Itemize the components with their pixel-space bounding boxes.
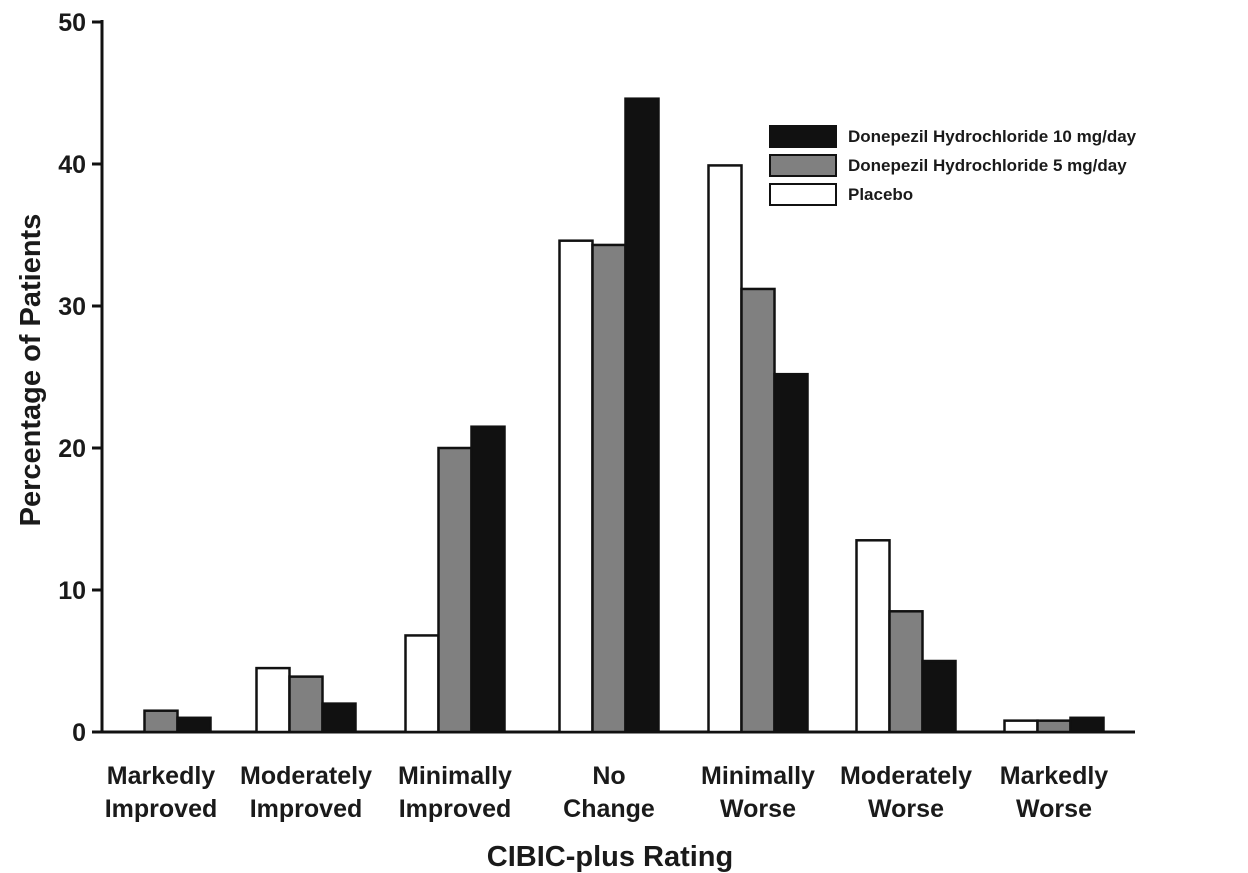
legend-label: Donepezil Hydrochloride 5 mg/day [848,156,1127,175]
bar [321,702,357,734]
bar [176,716,212,734]
bar [591,243,627,734]
x-category-labels: Markedly Improved Moderately Improved Minima… [105,762,1109,823]
legend-label: Donepezil Hydrochloride 10 mg/day [848,127,1137,146]
x-category-label: Moderately Worse [840,762,972,823]
x-category-label: Moderately Improved [240,762,372,823]
y-tick-label: 30 [58,293,86,321]
legend-swatch [769,154,837,177]
bar [143,709,179,734]
bar [740,287,776,734]
bar [707,164,743,734]
y-tick-label: 40 [58,151,86,179]
y-tick-labels: 0 10 20 30 40 50 [58,9,86,747]
bars [143,97,1105,734]
y-tick-label: 20 [58,435,86,463]
bar [404,634,440,734]
legend-swatch [769,183,837,206]
bar [255,666,291,734]
bar [437,446,473,734]
legend-label: Placebo [848,185,913,204]
bar [624,97,660,734]
x-axis-title: CIBIC-plus Rating [487,841,734,873]
bar [773,372,809,734]
x-category-label: Minimally Improved [398,762,512,823]
bar [470,425,506,734]
bar [1036,719,1072,734]
bar [1003,719,1039,734]
x-category-label: No Change [563,762,655,823]
y-tick-label: 10 [58,577,86,605]
legend-swatch [769,125,837,148]
y-tick-label: 50 [58,9,86,37]
bar [921,659,957,734]
bar [855,539,891,734]
bar [288,675,324,734]
y-tick-label: 0 [72,719,86,747]
bar [1069,716,1105,734]
x-category-label: Markedly Improved [105,762,218,823]
bar [888,610,924,734]
x-category-label: Minimally Worse [701,762,815,823]
y-axis-title: Percentage of Patients [15,214,47,527]
legend: Donepezil Hydrochloride 10 mg/day Donepez… [769,125,1137,206]
bar [558,239,594,734]
x-category-label: Markedly Worse [1000,762,1108,823]
